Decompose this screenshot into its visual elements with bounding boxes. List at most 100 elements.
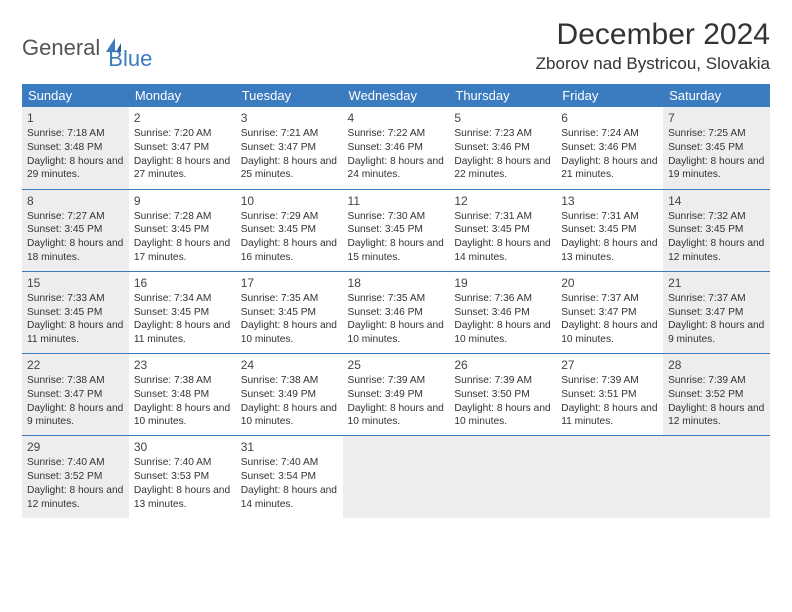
day-number: 2 xyxy=(134,110,231,126)
sunset-text: Sunset: 3:52 PM xyxy=(27,470,124,484)
day-cell: 25Sunrise: 7:39 AMSunset: 3:49 PMDayligh… xyxy=(343,354,450,436)
daylight-text: Daylight: 8 hours and 15 minutes. xyxy=(348,237,445,265)
sunrise-text: Sunrise: 7:37 AM xyxy=(561,292,658,306)
sunrise-text: Sunrise: 7:23 AM xyxy=(454,127,551,141)
day-number: 7 xyxy=(668,110,765,126)
sunset-text: Sunset: 3:46 PM xyxy=(561,141,658,155)
day-number: 9 xyxy=(134,193,231,209)
daylight-text: Daylight: 8 hours and 12 minutes. xyxy=(668,237,765,265)
sunset-text: Sunset: 3:48 PM xyxy=(134,388,231,402)
calendar-page: General Blue December 2024 Zborov nad By… xyxy=(0,0,792,536)
weekday-header-row: Sunday Monday Tuesday Wednesday Thursday… xyxy=(22,84,770,107)
day-number: 22 xyxy=(27,357,124,373)
sunrise-text: Sunrise: 7:31 AM xyxy=(454,210,551,224)
sunset-text: Sunset: 3:50 PM xyxy=(454,388,551,402)
daylight-text: Daylight: 8 hours and 10 minutes. xyxy=(454,319,551,347)
weekday-header: Tuesday xyxy=(236,84,343,107)
sunset-text: Sunset: 3:48 PM xyxy=(27,141,124,155)
sunset-text: Sunset: 3:45 PM xyxy=(454,223,551,237)
sunset-text: Sunset: 3:47 PM xyxy=(241,141,338,155)
day-cell: 14Sunrise: 7:32 AMSunset: 3:45 PMDayligh… xyxy=(663,189,770,271)
empty-cell xyxy=(449,436,556,518)
empty-cell xyxy=(556,436,663,518)
sunrise-text: Sunrise: 7:33 AM xyxy=(27,292,124,306)
day-number: 18 xyxy=(348,275,445,291)
sunset-text: Sunset: 3:46 PM xyxy=(348,141,445,155)
day-cell: 13Sunrise: 7:31 AMSunset: 3:45 PMDayligh… xyxy=(556,189,663,271)
day-number: 15 xyxy=(27,275,124,291)
sunrise-text: Sunrise: 7:38 AM xyxy=(241,374,338,388)
day-number: 30 xyxy=(134,439,231,455)
day-cell: 28Sunrise: 7:39 AMSunset: 3:52 PMDayligh… xyxy=(663,354,770,436)
sunrise-text: Sunrise: 7:29 AM xyxy=(241,210,338,224)
day-cell: 4Sunrise: 7:22 AMSunset: 3:46 PMDaylight… xyxy=(343,107,450,189)
sunset-text: Sunset: 3:47 PM xyxy=(134,141,231,155)
sunrise-text: Sunrise: 7:25 AM xyxy=(668,127,765,141)
daylight-text: Daylight: 8 hours and 18 minutes. xyxy=(27,237,124,265)
daylight-text: Daylight: 8 hours and 11 minutes. xyxy=(134,319,231,347)
day-cell: 26Sunrise: 7:39 AMSunset: 3:50 PMDayligh… xyxy=(449,354,556,436)
calendar-table: Sunday Monday Tuesday Wednesday Thursday… xyxy=(22,84,770,518)
daylight-text: Daylight: 8 hours and 27 minutes. xyxy=(134,155,231,183)
daylight-text: Daylight: 8 hours and 14 minutes. xyxy=(241,484,338,512)
day-cell: 18Sunrise: 7:35 AMSunset: 3:46 PMDayligh… xyxy=(343,271,450,353)
day-cell: 30Sunrise: 7:40 AMSunset: 3:53 PMDayligh… xyxy=(129,436,236,518)
daylight-text: Daylight: 8 hours and 11 minutes. xyxy=(27,319,124,347)
sunrise-text: Sunrise: 7:32 AM xyxy=(668,210,765,224)
day-number: 11 xyxy=(348,193,445,209)
day-cell: 19Sunrise: 7:36 AMSunset: 3:46 PMDayligh… xyxy=(449,271,556,353)
sunrise-text: Sunrise: 7:27 AM xyxy=(27,210,124,224)
day-cell: 12Sunrise: 7:31 AMSunset: 3:45 PMDayligh… xyxy=(449,189,556,271)
day-number: 21 xyxy=(668,275,765,291)
day-number: 16 xyxy=(134,275,231,291)
sunrise-text: Sunrise: 7:34 AM xyxy=(134,292,231,306)
day-cell: 1Sunrise: 7:18 AMSunset: 3:48 PMDaylight… xyxy=(22,107,129,189)
sunrise-text: Sunrise: 7:40 AM xyxy=(134,456,231,470)
sunset-text: Sunset: 3:45 PM xyxy=(241,223,338,237)
day-number: 13 xyxy=(561,193,658,209)
weekday-header: Friday xyxy=(556,84,663,107)
daylight-text: Daylight: 8 hours and 14 minutes. xyxy=(454,237,551,265)
brand-part1: General xyxy=(22,35,100,61)
location-label: Zborov nad Bystricou, Slovakia xyxy=(536,54,770,74)
weekday-header: Saturday xyxy=(663,84,770,107)
daylight-text: Daylight: 8 hours and 11 minutes. xyxy=(561,402,658,430)
day-cell: 23Sunrise: 7:38 AMSunset: 3:48 PMDayligh… xyxy=(129,354,236,436)
day-number: 27 xyxy=(561,357,658,373)
day-number: 31 xyxy=(241,439,338,455)
daylight-text: Daylight: 8 hours and 16 minutes. xyxy=(241,237,338,265)
empty-cell xyxy=(663,436,770,518)
sunset-text: Sunset: 3:49 PM xyxy=(348,388,445,402)
day-cell: 10Sunrise: 7:29 AMSunset: 3:45 PMDayligh… xyxy=(236,189,343,271)
sunrise-text: Sunrise: 7:31 AM xyxy=(561,210,658,224)
day-number: 24 xyxy=(241,357,338,373)
day-number: 28 xyxy=(668,357,765,373)
sunset-text: Sunset: 3:53 PM xyxy=(134,470,231,484)
sunset-text: Sunset: 3:47 PM xyxy=(27,388,124,402)
sunset-text: Sunset: 3:45 PM xyxy=(27,306,124,320)
calendar-row: 1Sunrise: 7:18 AMSunset: 3:48 PMDaylight… xyxy=(22,107,770,189)
day-cell: 29Sunrise: 7:40 AMSunset: 3:52 PMDayligh… xyxy=(22,436,129,518)
sunrise-text: Sunrise: 7:21 AM xyxy=(241,127,338,141)
sunset-text: Sunset: 3:52 PM xyxy=(668,388,765,402)
weekday-header: Sunday xyxy=(22,84,129,107)
sunset-text: Sunset: 3:46 PM xyxy=(348,306,445,320)
daylight-text: Daylight: 8 hours and 21 minutes. xyxy=(561,155,658,183)
sunrise-text: Sunrise: 7:28 AM xyxy=(134,210,231,224)
daylight-text: Daylight: 8 hours and 29 minutes. xyxy=(27,155,124,183)
sunrise-text: Sunrise: 7:20 AM xyxy=(134,127,231,141)
day-number: 5 xyxy=(454,110,551,126)
daylight-text: Daylight: 8 hours and 10 minutes. xyxy=(454,402,551,430)
day-number: 26 xyxy=(454,357,551,373)
sunrise-text: Sunrise: 7:36 AM xyxy=(454,292,551,306)
sunrise-text: Sunrise: 7:38 AM xyxy=(134,374,231,388)
daylight-text: Daylight: 8 hours and 10 minutes. xyxy=(241,319,338,347)
daylight-text: Daylight: 8 hours and 13 minutes. xyxy=(134,484,231,512)
day-cell: 5Sunrise: 7:23 AMSunset: 3:46 PMDaylight… xyxy=(449,107,556,189)
weekday-header: Thursday xyxy=(449,84,556,107)
daylight-text: Daylight: 8 hours and 9 minutes. xyxy=(27,402,124,430)
weekday-header: Monday xyxy=(129,84,236,107)
day-number: 20 xyxy=(561,275,658,291)
daylight-text: Daylight: 8 hours and 19 minutes. xyxy=(668,155,765,183)
sunrise-text: Sunrise: 7:39 AM xyxy=(348,374,445,388)
